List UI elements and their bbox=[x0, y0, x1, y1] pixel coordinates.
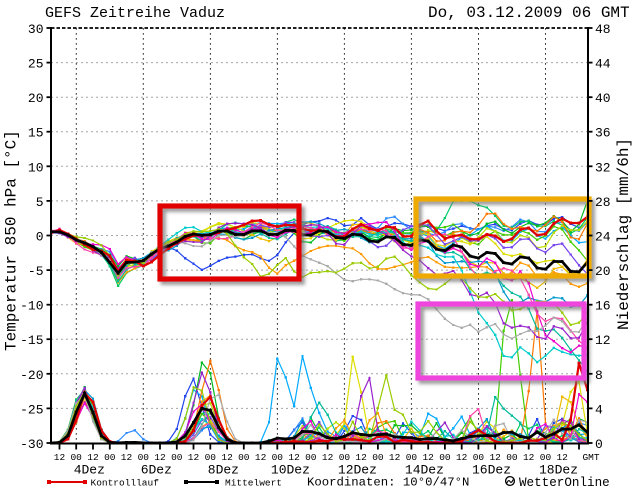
svg-text:24: 24 bbox=[595, 230, 611, 245]
svg-text:4Dez: 4Dez bbox=[74, 463, 105, 478]
svg-text:5: 5 bbox=[36, 195, 44, 210]
svg-text:8Dez: 8Dez bbox=[208, 463, 239, 478]
svg-text:Kontrolllauf: Kontrolllauf bbox=[91, 478, 160, 489]
svg-text:12: 12 bbox=[154, 452, 166, 463]
svg-text:12: 12 bbox=[456, 452, 468, 463]
svg-text:00: 00 bbox=[339, 452, 351, 463]
svg-text:-25: -25 bbox=[20, 402, 43, 417]
svg-text:0: 0 bbox=[36, 230, 44, 245]
svg-text:00: 00 bbox=[506, 452, 518, 463]
svg-text:12: 12 bbox=[121, 452, 133, 463]
svg-text:12: 12 bbox=[255, 452, 267, 463]
svg-text:Koordinaten: 10°0/47°N: Koordinaten: 10°0/47°N bbox=[307, 476, 469, 490]
svg-text:12: 12 bbox=[221, 452, 233, 463]
svg-text:12: 12 bbox=[556, 452, 568, 463]
svg-text:00: 00 bbox=[205, 452, 217, 463]
svg-text:15: 15 bbox=[28, 126, 44, 141]
svg-text:00: 00 bbox=[238, 452, 250, 463]
svg-text:Temperatur 850 hPa [°C]: Temperatur 850 hPa [°C] bbox=[3, 130, 21, 351]
svg-text:12: 12 bbox=[489, 452, 501, 463]
svg-text:36: 36 bbox=[595, 126, 611, 141]
svg-text:40: 40 bbox=[595, 91, 611, 106]
svg-text:-15: -15 bbox=[20, 333, 43, 348]
svg-text:00: 00 bbox=[305, 452, 317, 463]
svg-text:48: 48 bbox=[595, 22, 611, 37]
svg-text:0: 0 bbox=[595, 437, 603, 452]
svg-text:Do, 03.12.2009 06 GMT: Do, 03.12.2009 06 GMT bbox=[428, 4, 630, 22]
svg-text:6Dez: 6Dez bbox=[141, 463, 172, 478]
svg-text:14Dez: 14Dez bbox=[405, 463, 444, 478]
svg-text:-10: -10 bbox=[20, 299, 43, 314]
svg-text:-20: -20 bbox=[20, 368, 43, 383]
svg-text:8: 8 bbox=[595, 368, 603, 383]
svg-text:12: 12 bbox=[355, 452, 367, 463]
svg-text:12: 12 bbox=[322, 452, 334, 463]
svg-text:12: 12 bbox=[422, 452, 434, 463]
svg-text:12: 12 bbox=[389, 452, 401, 463]
svg-text:00: 00 bbox=[171, 452, 183, 463]
svg-text:WetterOnline: WetterOnline bbox=[519, 476, 610, 490]
svg-text:00: 00 bbox=[272, 452, 284, 463]
svg-text:00: 00 bbox=[138, 452, 150, 463]
svg-text:32: 32 bbox=[595, 160, 611, 175]
svg-text:20: 20 bbox=[28, 91, 44, 106]
svg-text:44: 44 bbox=[595, 57, 611, 72]
svg-text:28: 28 bbox=[595, 195, 611, 210]
svg-text:12: 12 bbox=[523, 452, 535, 463]
svg-text:-5: -5 bbox=[28, 264, 44, 279]
svg-text:16Dez: 16Dez bbox=[472, 463, 511, 478]
svg-text:00: 00 bbox=[104, 452, 116, 463]
svg-text:10Dez: 10Dez bbox=[271, 463, 310, 478]
svg-text:00: 00 bbox=[439, 452, 451, 463]
svg-text:00: 00 bbox=[70, 452, 82, 463]
svg-text:GMT: GMT bbox=[582, 452, 599, 463]
svg-text:00: 00 bbox=[473, 452, 485, 463]
svg-text:4: 4 bbox=[595, 402, 603, 417]
svg-text:12: 12 bbox=[87, 452, 99, 463]
svg-text:12: 12 bbox=[595, 333, 611, 348]
svg-text:20: 20 bbox=[595, 264, 611, 279]
svg-text:18Dez: 18Dez bbox=[539, 463, 578, 478]
svg-text:Niederschlag [mm/6h]: Niederschlag [mm/6h] bbox=[615, 138, 633, 330]
svg-text:16: 16 bbox=[595, 299, 611, 314]
svg-text:GEFS Zeitreihe Vaduz: GEFS Zeitreihe Vaduz bbox=[45, 5, 225, 22]
svg-text:00: 00 bbox=[372, 452, 384, 463]
svg-text:30: 30 bbox=[28, 22, 44, 37]
svg-text:-30: -30 bbox=[20, 437, 43, 452]
svg-text:12: 12 bbox=[288, 452, 300, 463]
svg-text:10: 10 bbox=[28, 160, 44, 175]
svg-text:00: 00 bbox=[406, 452, 418, 463]
svg-text:12: 12 bbox=[188, 452, 200, 463]
svg-text:12: 12 bbox=[54, 452, 66, 463]
svg-text:12Dez: 12Dez bbox=[338, 463, 377, 478]
svg-text:Mittelwert: Mittelwert bbox=[225, 478, 282, 489]
svg-text:00: 00 bbox=[540, 452, 552, 463]
svg-text:25: 25 bbox=[28, 57, 44, 72]
